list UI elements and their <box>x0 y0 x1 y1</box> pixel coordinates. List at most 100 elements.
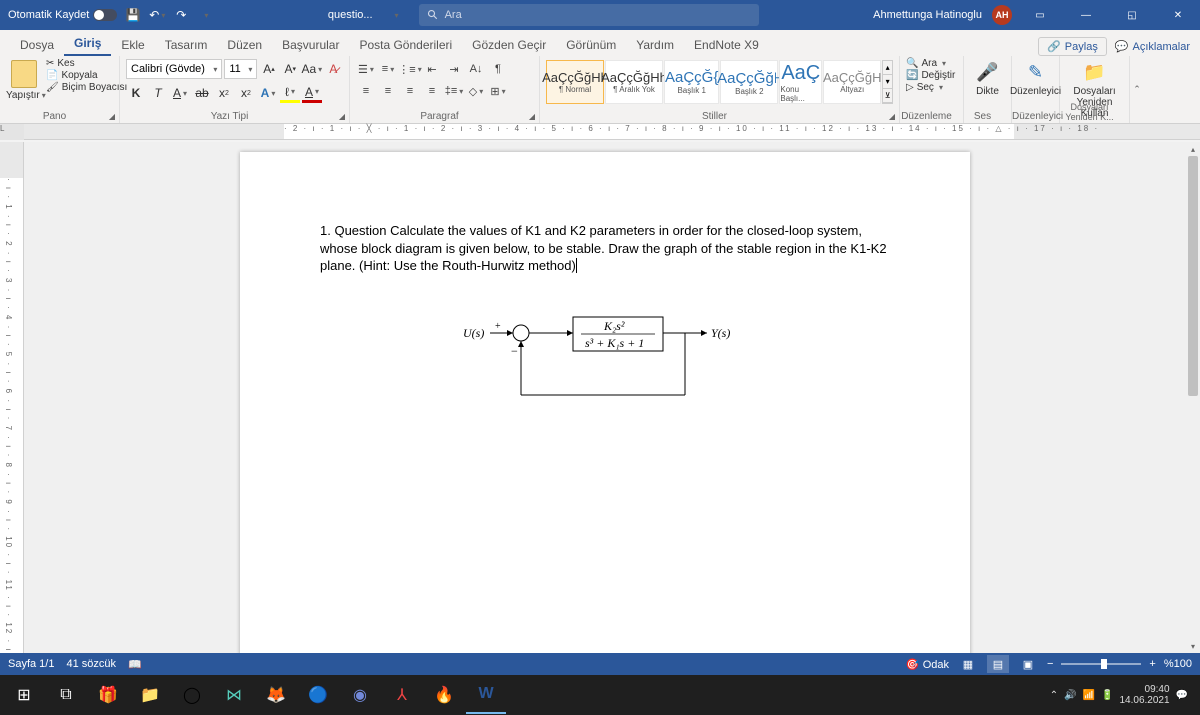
font-launcher[interactable]: ◢ <box>337 111 347 121</box>
paragraph-launcher[interactable]: ◢ <box>527 111 537 121</box>
style-title[interactable]: AaÇKonu Başlı... <box>779 60 822 104</box>
collapse-ribbon-button[interactable]: ⌃ <box>1130 56 1144 123</box>
tab-giris[interactable]: Giriş <box>64 32 111 56</box>
format-painter-button[interactable]: 🖌Biçim Boyacısı <box>46 82 127 93</box>
qat-dropdown-icon[interactable]: ▾ <box>197 7 213 23</box>
taskbar-firefox[interactable]: 🦊 <box>256 676 296 714</box>
tab-yardim[interactable]: Yardım <box>626 34 684 56</box>
select-button[interactable]: ▷Seç▾ <box>906 82 957 93</box>
underline-button[interactable]: A▾ <box>170 83 190 103</box>
page[interactable]: 1. Question Calculate the values of K1 a… <box>240 152 970 653</box>
clear-format-button[interactable]: A̷ <box>324 59 343 79</box>
numbering-button[interactable]: ≡▾ <box>378 59 398 79</box>
style-no-spacing[interactable]: AaÇçĞğHh¶ Aralık Yok <box>605 60 663 104</box>
zoom-out-button[interactable]: − <box>1047 658 1053 670</box>
taskbar-cortana[interactable]: ◯ <box>172 676 212 714</box>
taskbar-explorer[interactable]: 📁 <box>130 676 170 714</box>
style-heading2[interactable]: AaÇçĞğ⊦Başlık 2 <box>720 60 778 104</box>
page-indicator[interactable]: Sayfa 1/1 <box>8 658 54 670</box>
text-effects-button[interactable]: A▾ <box>258 83 278 103</box>
zoom-level[interactable]: %100 <box>1164 658 1192 670</box>
scroll-thumb[interactable] <box>1188 156 1198 396</box>
autosave-toggle[interactable]: Otomatik Kaydet <box>8 9 117 21</box>
web-layout-button[interactable]: ▣ <box>1017 655 1039 673</box>
styles-scroll[interactable]: ▴▾⊻ <box>882 60 893 104</box>
maximize-button[interactable]: ◱ <box>1114 0 1150 30</box>
word-count[interactable]: 41 sözcük <box>66 658 116 670</box>
shrink-font-button[interactable]: A▾ <box>281 59 300 79</box>
align-center-button[interactable]: ≡ <box>378 81 398 101</box>
comments-button[interactable]: 💬 Açıklamalar <box>1115 40 1190 53</box>
strikethrough-button[interactable]: ab <box>192 83 212 103</box>
task-view-button[interactable]: ⧉ <box>46 676 86 714</box>
align-right-button[interactable]: ≡ <box>400 81 420 101</box>
taskbar-app-1[interactable]: 🎁 <box>88 676 128 714</box>
ribbon-display-icon[interactable]: ▭ <box>1022 0 1058 30</box>
tray-wifi-icon[interactable]: 📶 <box>1083 690 1095 701</box>
tray-notifications-icon[interactable]: 💬 <box>1176 690 1188 701</box>
highlight-button[interactable]: ℓ▾ <box>280 83 300 103</box>
taskbar-word[interactable]: W <box>466 676 506 714</box>
increase-indent-button[interactable]: ⇥ <box>444 59 464 79</box>
tab-dosya[interactable]: Dosya <box>10 34 64 56</box>
font-size-select[interactable]: 11▾ <box>224 59 257 79</box>
tray-battery-icon[interactable]: 🔋 <box>1101 690 1113 701</box>
tab-tasarim[interactable]: Tasarım <box>155 34 218 56</box>
font-name-select[interactable]: Calibri (Gövde)▾ <box>126 59 222 79</box>
grow-font-button[interactable]: A▴ <box>259 59 278 79</box>
minimize-button[interactable]: — <box>1068 0 1104 30</box>
find-button[interactable]: 🔍Ara▾ <box>906 58 957 69</box>
tab-posta[interactable]: Posta Gönderileri <box>349 34 462 56</box>
undo-icon[interactable]: ↶▾ <box>149 7 165 23</box>
redo-icon[interactable]: ↷ <box>173 7 189 23</box>
taskbar-vscode[interactable]: ⋈ <box>214 676 254 714</box>
editor-icon[interactable]: ✎ <box>1022 58 1050 86</box>
tab-ekle[interactable]: Ekle <box>111 34 154 56</box>
tray-chevron-icon[interactable]: ⌃ <box>1050 690 1058 701</box>
font-color-button[interactable]: A▾ <box>302 83 322 103</box>
change-case-button[interactable]: Aa▾ <box>302 59 322 79</box>
clipboard-launcher[interactable]: ◢ <box>107 111 117 121</box>
tray-sound-icon[interactable]: 🔊 <box>1064 690 1076 701</box>
share-button[interactable]: 🔗 Paylaş <box>1038 37 1107 56</box>
start-button[interactable]: ⊞ <box>4 676 44 714</box>
focus-button[interactable]: 🎯 Odak <box>906 658 949 671</box>
sort-button[interactable]: A↓ <box>466 59 486 79</box>
paste-button[interactable]: Yapıştır▾ <box>6 58 42 101</box>
tab-endnote[interactable]: EndNote X9 <box>684 34 769 56</box>
replace-button[interactable]: 🔄Değiştir <box>906 70 957 81</box>
decrease-indent-button[interactable]: ⇤ <box>422 59 442 79</box>
read-mode-button[interactable]: ▦ <box>957 655 979 673</box>
style-normal[interactable]: AaÇçĞğHh¶ Normal <box>546 60 604 104</box>
style-subtitle[interactable]: AaÇçĞğHAltyazı <box>823 60 881 104</box>
taskbar-discord[interactable]: ◉ <box>340 676 380 714</box>
borders-button[interactable]: ⊞▾ <box>488 81 508 101</box>
tab-gozden[interactable]: Gözden Geçir <box>462 34 556 56</box>
shading-button[interactable]: ◇▾ <box>466 81 486 101</box>
style-heading1[interactable]: AaÇçĞ{Başlık 1 <box>664 60 719 104</box>
save-icon[interactable]: 💾 <box>125 7 141 23</box>
scroll-down-button[interactable]: ▾ <box>1186 639 1200 653</box>
align-left-button[interactable]: ≡ <box>356 81 376 101</box>
subscript-button[interactable]: x2 <box>214 83 234 103</box>
microphone-icon[interactable]: 🎤 <box>974 58 1002 86</box>
vertical-scrollbar[interactable]: ▴ ▾ <box>1186 142 1200 653</box>
show-marks-button[interactable]: ¶ <box>488 59 508 79</box>
close-button[interactable]: ✕ <box>1160 0 1196 30</box>
search-box[interactable]: Ara <box>419 4 759 26</box>
multilevel-button[interactable]: ⋮≡▾ <box>400 59 420 79</box>
taskbar-acrobat[interactable]: ⅄ <box>382 676 422 714</box>
copy-button[interactable]: 📄Kopyala <box>46 70 127 81</box>
taskbar-app-2[interactable]: 🔥 <box>424 676 464 714</box>
language-icon[interactable]: 📖 <box>128 658 142 671</box>
tab-basvurular[interactable]: Başvurular <box>272 34 349 56</box>
scroll-up-button[interactable]: ▴ <box>1186 142 1200 156</box>
reuse-icon[interactable]: 📁 <box>1081 58 1109 86</box>
bold-button[interactable]: K <box>126 83 146 103</box>
horizontal-ruler[interactable]: · 2 · ı · 1 · ı · ╳ · ı · 1 · ı · 2 · ı … <box>24 124 1200 140</box>
superscript-button[interactable]: x2 <box>236 83 256 103</box>
zoom-in-button[interactable]: + <box>1149 658 1155 670</box>
line-spacing-button[interactable]: ‡≡▾ <box>444 81 464 101</box>
tab-gorunum[interactable]: Görünüm <box>556 34 626 56</box>
justify-button[interactable]: ≡ <box>422 81 442 101</box>
